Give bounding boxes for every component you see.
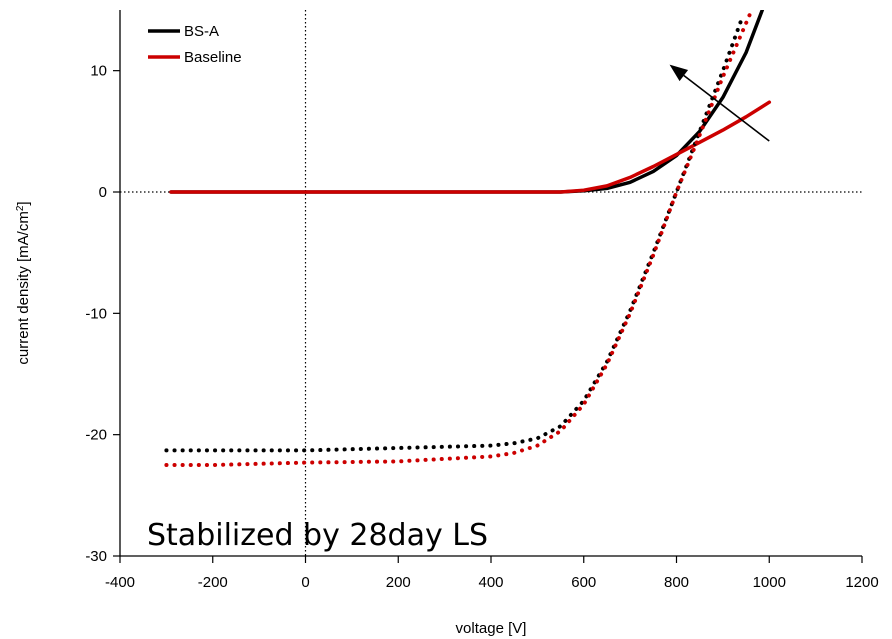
trend-arrow (669, 64, 770, 142)
arrow-shaft (683, 74, 770, 142)
y-axis-title-close: ] (15, 201, 32, 205)
y-tick-label: -20 (85, 427, 107, 444)
y-ticks: -30 -20 -10 0 10 (85, 63, 120, 565)
plot-area (120, 10, 862, 556)
x-axis-title: voltage [V] (456, 620, 527, 637)
x-tick-label: 800 (664, 574, 689, 591)
y-axis-title-sup: 2 (15, 205, 26, 211)
series-baseline-dark (164, 10, 753, 467)
arrow-head (669, 64, 689, 82)
legend-label-baseline: Baseline (184, 49, 242, 66)
x-ticks: -400 -200 0 200 400 600 800 1000 1200 (105, 556, 879, 591)
x-tick-label: 200 (386, 574, 411, 591)
x-tick-label: -400 (105, 574, 135, 591)
x-tick-label: 0 (301, 574, 309, 591)
x-tick-label: -200 (198, 574, 228, 591)
annotation-text: Stabilized by 28day LS (147, 518, 488, 553)
x-tick-label: 600 (571, 574, 596, 591)
series-baseline (169, 100, 772, 194)
legend-label-bs-a: BS-A (184, 23, 219, 40)
series-bs-a-dark (164, 17, 744, 453)
y-tick-label: -10 (85, 305, 107, 322)
legend: BS-A Baseline (148, 23, 242, 66)
y-tick-label: 0 (99, 184, 107, 201)
y-axis-title: current density [mA/cm2] (15, 201, 33, 364)
y-tick-label: -30 (85, 548, 107, 565)
x-tick-label: 1000 (753, 574, 786, 591)
series-bs-a (169, 10, 765, 194)
axes (119, 10, 862, 557)
y-tick-label: 10 (90, 63, 107, 80)
y-axis-title-main: current density [mA/cm (15, 211, 32, 364)
x-tick-label: 1200 (845, 574, 878, 591)
x-tick-label: 400 (478, 574, 503, 591)
